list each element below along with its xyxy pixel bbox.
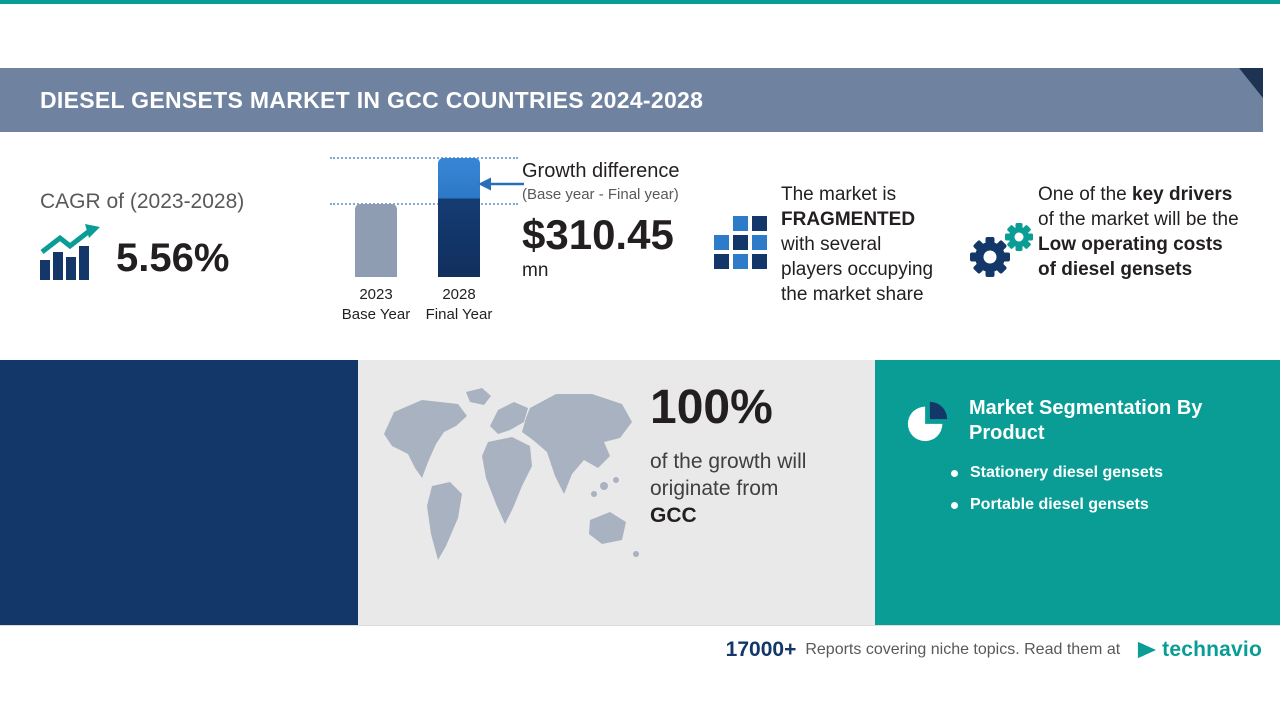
segmentation-header: Market Segmentation By Product bbox=[905, 396, 1202, 446]
fragmented-line1: The market is bbox=[781, 184, 897, 205]
bar-growth-icon bbox=[40, 224, 100, 280]
fragmented-emphasis: FRAGMENTED bbox=[781, 209, 916, 230]
cagr-value: 5.56% bbox=[116, 236, 230, 280]
report-count: 17000+ bbox=[725, 638, 797, 661]
footer-text: Reports covering niche topics. Read them… bbox=[805, 641, 1121, 658]
key-driver-line3: Low operating costs bbox=[1038, 234, 1223, 255]
cagr-label: CAGR of (2023-2028) bbox=[40, 190, 245, 213]
bar-label-2023: 2023 Base Year bbox=[331, 285, 421, 325]
fragmented-line3: players occupying bbox=[781, 259, 934, 280]
reference-dotted-line-final bbox=[330, 157, 518, 159]
key-driver-line4: of diesel gensets bbox=[1038, 259, 1193, 280]
key-players-panel: Key Players Atlas Copco AB Briggs and St… bbox=[0, 360, 358, 625]
bullet-dot bbox=[951, 470, 958, 477]
fragmented-line4: the market share bbox=[781, 284, 924, 305]
growth-difference-unit: mn bbox=[522, 260, 549, 282]
bar-sublabel-2028: Final Year bbox=[425, 306, 493, 323]
key-driver-line2: of the market will be the bbox=[1038, 209, 1239, 230]
growth-origin-panel: 100% of the growth will originate from G… bbox=[358, 360, 875, 625]
technavio-logo-icon bbox=[1138, 641, 1157, 659]
cagr-block: 5.56% bbox=[40, 224, 229, 280]
segmentation-title: Market Segmentation By Product bbox=[969, 396, 1202, 446]
segment-name: Stationery diesel gensets bbox=[970, 464, 1163, 481]
fragmented-market-icon bbox=[714, 216, 767, 269]
list-item: Portable diesel gensets bbox=[951, 496, 1163, 514]
footer: 17000+ Reports covering niche topics. Re… bbox=[0, 625, 1280, 720]
footer-row: 17000+ Reports covering niche topics. Re… bbox=[726, 638, 1262, 662]
growth-difference-block: Growth difference (Base year - Final yea… bbox=[522, 160, 680, 282]
segment-name: Portable diesel gensets bbox=[970, 496, 1149, 513]
world-map bbox=[384, 388, 639, 560]
fragmented-market-text: The market is FRAGMENTED with several pl… bbox=[781, 182, 933, 307]
technavio-logo-text: technavio bbox=[1162, 638, 1262, 661]
segmentation-panel: Market Segmentation By Product Stationer… bbox=[875, 360, 1280, 625]
growth-origin-region: GCC bbox=[650, 504, 697, 527]
bar-sublabel-2023: Base Year bbox=[341, 306, 411, 323]
ribbon-fold bbox=[1239, 68, 1263, 98]
list-item: Stationery diesel gensets bbox=[951, 464, 1163, 482]
bar-year-2028: 2028 bbox=[442, 286, 476, 303]
growth-origin-value: 100% bbox=[650, 381, 773, 434]
segmentation-title-line1: Market Segmentation By bbox=[969, 397, 1203, 419]
growth-origin-text: 100% of the growth will originate from G… bbox=[650, 384, 806, 529]
segmentation-list: Stationery diesel gensets Portable diese… bbox=[951, 464, 1163, 528]
bullet-dot bbox=[951, 502, 958, 509]
bar-2028 bbox=[438, 158, 480, 277]
bar-label-2028: 2028 Final Year bbox=[414, 285, 504, 325]
key-driver-text: One of the key drivers of the market wil… bbox=[1038, 182, 1270, 282]
title-ribbon: DIESEL GENSETS MARKET IN GCC COUNTRIES 2… bbox=[0, 68, 1263, 132]
growth-difference-value: $310.45 bbox=[522, 211, 674, 258]
key-driver-line1: One of the key drivers bbox=[1038, 184, 1233, 205]
growth-difference-title: Growth difference bbox=[522, 160, 680, 182]
technavio-logo[interactable]: technavio bbox=[1137, 638, 1262, 662]
growth-arrow-icon bbox=[478, 177, 524, 191]
pie-chart-icon bbox=[907, 401, 948, 442]
gears-icon bbox=[970, 223, 1033, 277]
growth-difference-subtitle: (Base year - Final year) bbox=[522, 186, 679, 203]
growth-origin-lines: of the growth will originate from GCC bbox=[650, 448, 806, 529]
growth-bar-chart: 2023 Base Year 2028 Final Year bbox=[330, 152, 526, 332]
fragmented-line2: with several bbox=[781, 234, 882, 255]
page-title: DIESEL GENSETS MARKET IN GCC COUNTRIES 2… bbox=[40, 86, 704, 113]
reference-dotted-line-base bbox=[330, 203, 518, 205]
top-accent-line bbox=[0, 0, 1280, 4]
growth-origin-line1: of the growth will bbox=[650, 450, 807, 473]
bar-2023 bbox=[355, 204, 397, 277]
segmentation-title-line2: Product bbox=[969, 422, 1045, 444]
growth-origin-line2: originate from bbox=[650, 477, 779, 500]
bar-year-2023: 2023 bbox=[359, 286, 393, 303]
